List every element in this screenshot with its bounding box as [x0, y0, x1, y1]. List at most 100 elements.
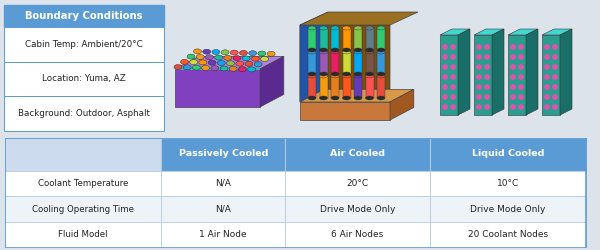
Bar — [365, 76, 373, 98]
Circle shape — [477, 105, 481, 109]
Circle shape — [451, 45, 455, 49]
Circle shape — [553, 85, 557, 89]
Bar — [343, 28, 350, 50]
Polygon shape — [492, 29, 504, 115]
Circle shape — [511, 105, 515, 109]
Text: Drive Mode Only: Drive Mode Only — [320, 204, 395, 214]
Ellipse shape — [377, 74, 385, 78]
Circle shape — [443, 45, 447, 49]
Circle shape — [511, 55, 515, 59]
Bar — [285, 170, 430, 196]
Bar — [5, 138, 161, 170]
Text: Cooling Operating Time: Cooling Operating Time — [32, 204, 134, 214]
Bar — [5, 196, 161, 222]
Ellipse shape — [239, 50, 248, 56]
Circle shape — [451, 55, 455, 59]
Ellipse shape — [174, 64, 182, 70]
Ellipse shape — [354, 72, 362, 76]
Circle shape — [485, 55, 489, 59]
Circle shape — [545, 85, 549, 89]
Ellipse shape — [320, 96, 328, 100]
Circle shape — [519, 45, 523, 49]
Ellipse shape — [365, 96, 373, 100]
Bar — [5, 170, 161, 196]
Bar — [365, 28, 373, 50]
Ellipse shape — [308, 96, 316, 100]
Circle shape — [477, 55, 481, 59]
Bar — [4, 27, 164, 62]
Text: 1 Air Node: 1 Air Node — [199, 230, 247, 239]
Ellipse shape — [354, 50, 362, 54]
Circle shape — [553, 65, 557, 69]
Bar — [343, 76, 350, 98]
Text: Drive Mode Only: Drive Mode Only — [470, 204, 546, 214]
Circle shape — [451, 105, 455, 109]
Ellipse shape — [190, 60, 198, 64]
Polygon shape — [300, 12, 328, 102]
Ellipse shape — [196, 54, 204, 60]
Circle shape — [443, 75, 447, 79]
Ellipse shape — [365, 48, 373, 52]
Ellipse shape — [208, 60, 216, 65]
Ellipse shape — [249, 51, 257, 56]
Ellipse shape — [242, 56, 250, 61]
Circle shape — [485, 65, 489, 69]
Bar — [308, 28, 316, 50]
Circle shape — [443, 55, 447, 59]
Ellipse shape — [254, 62, 262, 67]
Circle shape — [443, 105, 447, 109]
Ellipse shape — [308, 72, 316, 76]
Circle shape — [477, 65, 481, 69]
Bar — [161, 138, 285, 170]
Circle shape — [553, 45, 557, 49]
Polygon shape — [458, 29, 470, 115]
Ellipse shape — [320, 74, 328, 78]
Text: Cabin Temp: Ambient/20°C: Cabin Temp: Ambient/20°C — [25, 40, 143, 49]
Ellipse shape — [343, 96, 350, 100]
Bar — [308, 76, 316, 98]
Ellipse shape — [365, 26, 373, 30]
Bar — [175, 69, 260, 107]
Ellipse shape — [267, 51, 275, 56]
Ellipse shape — [365, 72, 373, 76]
Bar — [331, 76, 339, 98]
Bar — [5, 222, 161, 248]
Ellipse shape — [377, 48, 385, 52]
Polygon shape — [300, 25, 390, 102]
Circle shape — [545, 45, 549, 49]
Text: Boundary Conditions: Boundary Conditions — [25, 11, 143, 21]
Bar — [343, 52, 350, 74]
Circle shape — [519, 75, 523, 79]
Circle shape — [443, 85, 447, 89]
Ellipse shape — [354, 48, 362, 52]
Ellipse shape — [187, 54, 195, 59]
Circle shape — [485, 95, 489, 99]
Text: 6 Air Nodes: 6 Air Nodes — [331, 230, 383, 239]
Ellipse shape — [212, 50, 220, 54]
Ellipse shape — [308, 26, 316, 30]
Circle shape — [545, 65, 549, 69]
Bar — [354, 76, 362, 98]
Ellipse shape — [331, 96, 339, 100]
Polygon shape — [300, 12, 418, 25]
Bar — [285, 196, 430, 222]
Bar — [331, 52, 339, 74]
Ellipse shape — [331, 48, 339, 52]
Circle shape — [451, 75, 455, 79]
Circle shape — [451, 65, 455, 69]
Ellipse shape — [377, 26, 385, 30]
Ellipse shape — [331, 74, 339, 78]
Bar — [331, 28, 339, 50]
Ellipse shape — [331, 50, 339, 54]
Ellipse shape — [220, 66, 228, 71]
Bar — [377, 52, 385, 74]
Circle shape — [519, 65, 523, 69]
Text: Background: Outdoor, Asphalt: Background: Outdoor, Asphalt — [18, 109, 150, 118]
Ellipse shape — [343, 26, 350, 30]
Circle shape — [485, 85, 489, 89]
Ellipse shape — [343, 72, 350, 76]
Polygon shape — [390, 90, 414, 120]
Ellipse shape — [181, 59, 188, 64]
Ellipse shape — [354, 26, 362, 30]
Ellipse shape — [199, 60, 207, 65]
